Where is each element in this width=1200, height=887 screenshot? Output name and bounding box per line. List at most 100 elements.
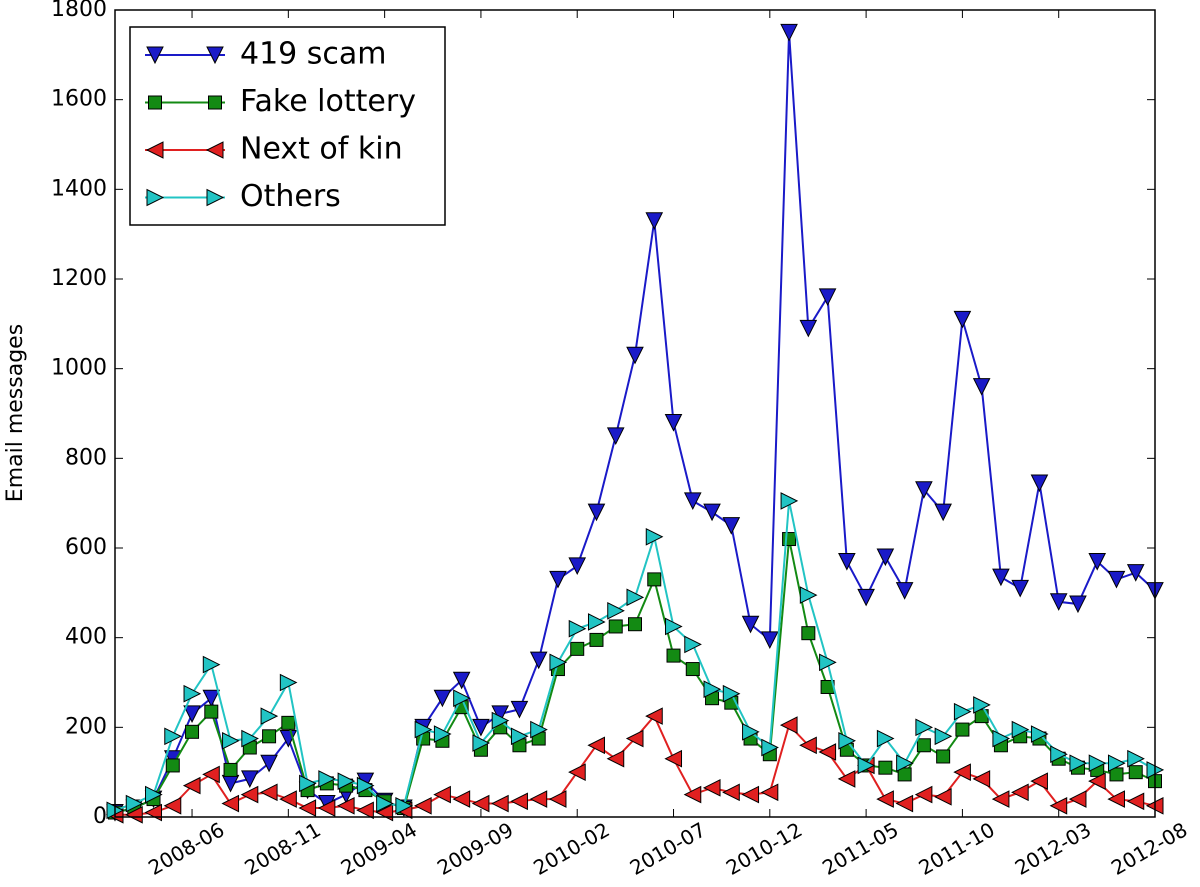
data-point bbox=[742, 723, 760, 741]
data-point bbox=[779, 716, 798, 734]
data-point bbox=[799, 586, 818, 604]
data-point bbox=[1011, 720, 1030, 739]
data-point bbox=[1107, 790, 1125, 808]
data-point bbox=[204, 704, 219, 719]
data-point bbox=[145, 785, 163, 804]
data-point bbox=[1109, 767, 1124, 782]
data-point bbox=[837, 770, 856, 788]
data-point bbox=[876, 790, 894, 808]
data-point bbox=[780, 492, 799, 510]
data-point bbox=[953, 310, 972, 329]
data-point bbox=[876, 729, 895, 748]
data-point bbox=[934, 727, 953, 746]
data-point bbox=[626, 588, 645, 607]
x-tick-label: 2011-05 bbox=[818, 817, 902, 880]
data-point bbox=[818, 743, 837, 761]
data-point bbox=[472, 734, 491, 752]
data-point bbox=[780, 23, 798, 42]
data-point bbox=[472, 718, 490, 737]
data-point bbox=[202, 765, 220, 784]
x-tick-label: 2011-10 bbox=[914, 817, 998, 880]
data-point bbox=[568, 763, 586, 781]
data-point bbox=[356, 801, 374, 820]
data-point bbox=[953, 702, 972, 721]
data-point bbox=[165, 758, 180, 773]
data-point bbox=[589, 632, 604, 647]
y-tick-label: 1800 bbox=[51, 0, 107, 22]
data-point bbox=[1126, 792, 1145, 811]
y-axis-label: Email messages bbox=[3, 324, 28, 502]
data-point bbox=[337, 772, 356, 790]
y-tick-label: 200 bbox=[65, 714, 107, 739]
data-point bbox=[607, 601, 625, 620]
data-point bbox=[934, 503, 952, 522]
data-point bbox=[183, 684, 202, 703]
data-point bbox=[395, 796, 414, 815]
data-point bbox=[281, 715, 296, 730]
legend-marker bbox=[208, 95, 222, 110]
y-tick-label: 1000 bbox=[51, 356, 107, 381]
data-point bbox=[279, 673, 298, 692]
data-point bbox=[702, 779, 721, 797]
data-point bbox=[510, 700, 529, 719]
data-point bbox=[741, 615, 760, 634]
data-point bbox=[318, 770, 336, 788]
data-point bbox=[223, 762, 238, 777]
data-point bbox=[955, 722, 970, 737]
data-point bbox=[530, 720, 548, 739]
data-point bbox=[1049, 593, 1068, 611]
data-point bbox=[992, 568, 1010, 587]
data-point bbox=[433, 725, 452, 743]
data-point bbox=[221, 794, 240, 813]
data-point bbox=[1088, 552, 1107, 571]
legend-label: 419 scam bbox=[240, 37, 387, 72]
data-point bbox=[299, 774, 317, 793]
data-point bbox=[626, 346, 644, 365]
x-tick-label: 2012-03 bbox=[1011, 817, 1095, 880]
data-point bbox=[1069, 595, 1087, 614]
data-point bbox=[570, 641, 585, 656]
legend-label: Others bbox=[240, 179, 341, 214]
data-point bbox=[896, 754, 914, 773]
data-point bbox=[703, 503, 721, 522]
data-point bbox=[838, 731, 856, 750]
data-point bbox=[568, 619, 587, 638]
data-point bbox=[298, 799, 317, 817]
data-point bbox=[838, 552, 856, 571]
data-point bbox=[818, 288, 837, 307]
data-point bbox=[1088, 754, 1107, 773]
legend-marker bbox=[145, 141, 164, 159]
legend-box bbox=[129, 26, 446, 226]
data-point bbox=[741, 785, 760, 804]
y-tick-label: 400 bbox=[65, 625, 107, 650]
legend: 419 scam Fake lottery Next of kin Others bbox=[129, 26, 446, 226]
data-point bbox=[625, 729, 644, 748]
data-point bbox=[992, 729, 1011, 748]
data-point bbox=[801, 626, 816, 641]
data-point bbox=[606, 427, 625, 446]
legend-marker bbox=[146, 46, 164, 65]
legend-marker bbox=[206, 188, 225, 207]
data-point bbox=[529, 651, 548, 670]
data-point bbox=[1107, 570, 1126, 589]
legend-marker bbox=[146, 188, 165, 207]
data-point bbox=[491, 705, 509, 724]
data-point bbox=[608, 619, 623, 634]
data-point bbox=[260, 754, 278, 773]
legend-label: Fake lottery bbox=[240, 84, 416, 119]
legend-marker bbox=[205, 141, 224, 159]
data-point bbox=[972, 378, 991, 396]
data-point bbox=[683, 785, 702, 804]
data-point bbox=[452, 790, 471, 808]
data-point bbox=[895, 582, 914, 600]
data-point bbox=[587, 736, 605, 755]
data-point bbox=[587, 613, 606, 631]
y-tick-label: 1400 bbox=[51, 176, 107, 201]
data-point bbox=[915, 481, 933, 499]
data-point bbox=[222, 731, 240, 750]
data-point bbox=[1011, 783, 1029, 802]
legend-marker bbox=[206, 46, 224, 65]
data-point bbox=[973, 696, 991, 714]
data-point bbox=[1030, 772, 1048, 790]
